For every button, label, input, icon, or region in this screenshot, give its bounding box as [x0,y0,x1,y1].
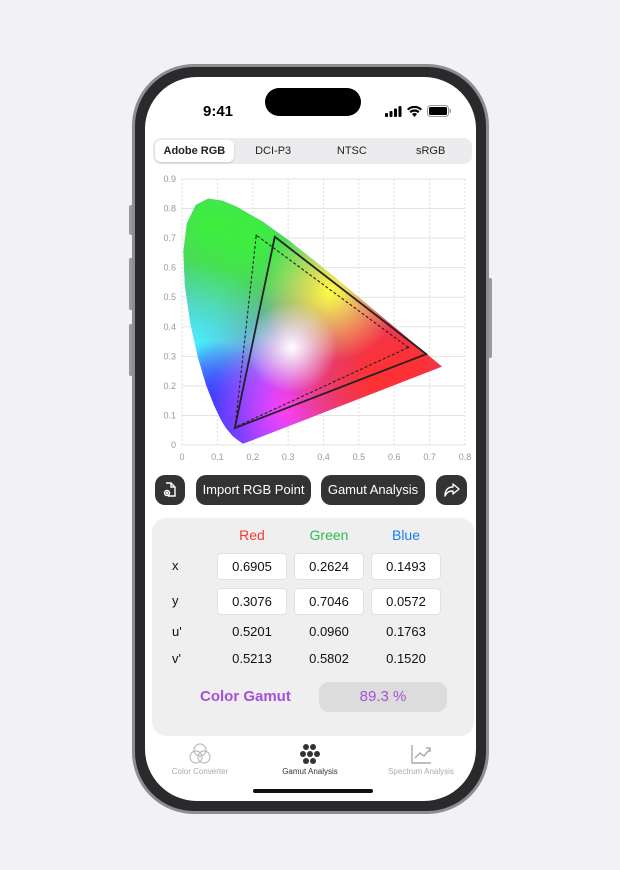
gamut-triangle-dashed [234,234,410,429]
volume-down-button [129,324,133,376]
coordinate-value: 0.5802 [309,651,349,666]
import-rgb-point-button[interactable]: Import RGB Point [196,475,311,505]
color-circles-icon [189,743,211,764]
tab-spectrum-analysis[interactable]: Spectrum Analysis [366,743,476,776]
wifi-icon [407,105,422,117]
signal-icon [385,105,402,117]
x-tick-label: 0 [179,452,184,462]
y-tick-label: 0.5 [163,292,176,302]
coordinate-value: 0.0960 [309,624,349,639]
x-tick-label: 0.2 [246,452,259,462]
segment-ntsc[interactable]: NTSC [336,145,367,157]
primary-point [425,353,428,355]
y-tick-label: 0.2 [163,381,176,391]
x-tick-label: 0.7 [423,452,436,462]
gamut-dots-icon [300,744,320,764]
x-tick-label: 0.6 [388,452,401,462]
dynamic-island [265,88,361,116]
segment-adobe-rgb[interactable]: Adobe RGB [155,140,234,162]
x-tick-label: 0.4 [317,452,330,462]
y-tick-label: 0 [171,440,176,450]
action-button [129,205,133,235]
share-icon [443,483,460,497]
volume-up-button [129,258,133,310]
color-gamut-value: 89.3 % [319,682,447,712]
header-red: Red [239,527,265,543]
phone-frame: 9:41 Adobe RGB DCI-P3 NTSC sRGB 0 0.1 0.2 0… [132,64,489,814]
coordinates-panel: Red Green Blue x 0.6905 0.2624 0.1493 y 0.307… [152,518,474,736]
home-indicator [253,789,373,793]
doc-icon [163,482,176,497]
battery-icon [427,105,451,117]
x-tick-label: 0.3 [282,452,295,462]
coordinate-value: 0.1520 [386,651,426,666]
tab-gamut-analysis[interactable]: Gamut Analysis [255,743,365,776]
coordinate-field[interactable]: 0.2624 [294,553,364,580]
row-label: y [172,593,179,608]
share-button[interactable] [436,475,467,505]
primary-point [274,235,276,238]
segment-srgb[interactable]: sRGB [415,145,446,157]
coordinate-value: 0.5213 [232,651,272,666]
file-button[interactable] [155,475,185,505]
coordinate-field[interactable]: 0.3076 [217,588,287,615]
header-blue: Blue [391,527,421,543]
coordinate-value: 0.1763 [386,624,426,639]
gamut-segmented-control[interactable]: Adobe RGB DCI-P3 NTSC sRGB [153,138,472,164]
y-tick-label: 0.9 [163,175,176,184]
cie-chromaticity-chart: 0 0.1 0.2 0.3 0.4 0.5 0.6 0.7 0.8 0 0.1 0.2 0.3 0.4 0.… [163,175,472,462]
color-gamut-label: Color Gamut [200,688,291,705]
y-tick-label: 0.6 [163,263,176,273]
gamut-analysis-button[interactable]: Gamut Analysis [321,475,425,505]
row-label: u' [172,624,182,639]
spectral-locus [183,198,442,444]
status-time: 9:41 [203,103,234,120]
x-tick-label: 0.5 [353,452,366,462]
tab-color-converter[interactable]: Color Converter [145,743,255,776]
power-button [488,278,492,358]
y-tick-label: 0.1 [163,410,176,420]
primary-point [407,346,410,349]
row-label: v' [172,651,181,666]
x-tick-label: 0.8 [459,452,472,462]
coordinate-field[interactable]: 0.0572 [371,588,441,615]
x-tick-label: 0.1 [211,452,224,462]
row-label: x [172,558,179,573]
tab-label: Gamut Analysis [282,767,338,776]
gamut-triangle-solid [233,235,429,430]
y-tick-label: 0.7 [163,233,176,243]
segment-dci-p3[interactable]: DCI-P3 [255,145,292,157]
tab-label: Spectrum Analysis [388,767,454,776]
primary-point [255,234,258,236]
coordinate-value: 0.5201 [232,624,272,639]
y-tick-label: 0.8 [163,204,176,214]
header-green: Green [309,527,349,543]
status-icons [385,105,452,117]
y-tick-label: 0.3 [163,351,176,361]
screen: 9:41 Adobe RGB DCI-P3 NTSC sRGB 0 0.1 0.2 0… [145,77,476,801]
tab-label: Color Converter [171,767,229,776]
chart-line-icon [411,745,431,764]
coordinate-field[interactable]: 0.6905 [217,553,287,580]
coordinate-field[interactable]: 0.7046 [294,588,364,615]
coordinate-field[interactable]: 0.1493 [371,553,441,580]
y-tick-label: 0.4 [163,322,176,332]
primary-point [234,426,236,429]
